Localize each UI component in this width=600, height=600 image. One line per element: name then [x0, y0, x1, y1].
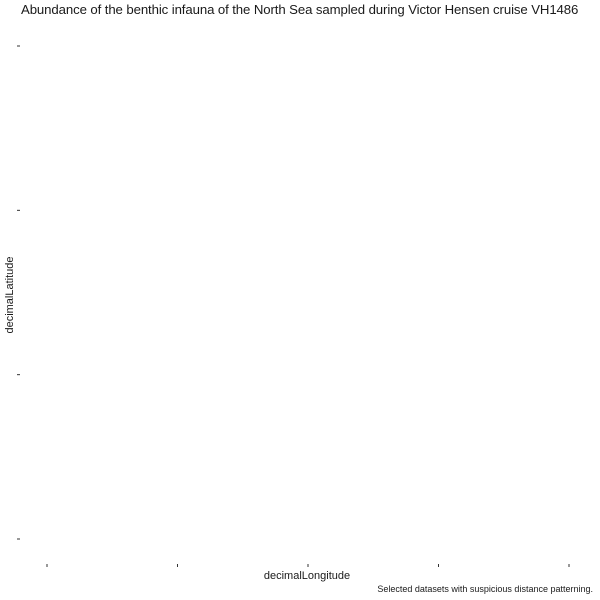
y-axis-title: decimalLatitude: [4, 256, 16, 333]
chart-caption: Selected datasets with suspicious distan…: [377, 584, 593, 594]
chart-title: Abundance of the benthic infauna of the …: [21, 2, 579, 17]
x-axis-title: decimalLongitude: [264, 570, 350, 582]
x-axis-ticks: [46, 564, 570, 567]
y-axis-ticks: [17, 45, 20, 540]
